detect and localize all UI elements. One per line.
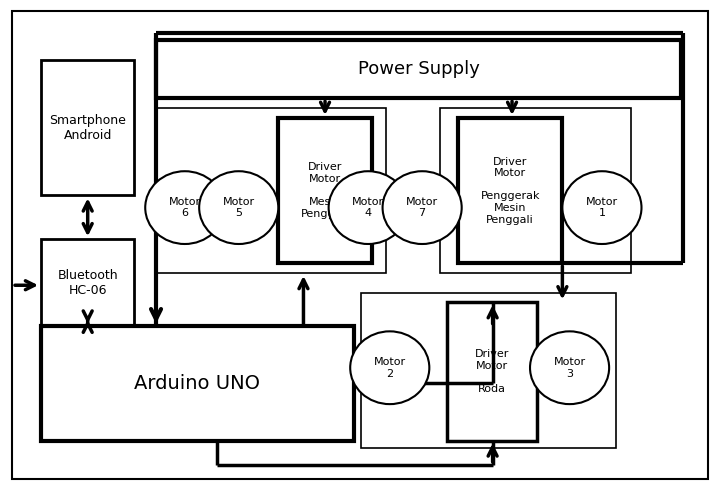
Bar [458, 118, 562, 264]
Text: Bluetooth
HC-06: Bluetooth HC-06 [57, 269, 118, 297]
Bar [448, 302, 537, 441]
Text: Motor
2: Motor 2 [374, 357, 406, 379]
Ellipse shape [199, 171, 278, 244]
Text: Motor
5: Motor 5 [222, 197, 255, 219]
Bar [278, 118, 372, 264]
Text: Driver
Motor

Mesin
Penggali: Driver Motor Mesin Penggali [301, 163, 349, 219]
Bar [156, 40, 681, 99]
Text: Motor
7: Motor 7 [406, 197, 438, 219]
Text: Motor
1: Motor 1 [586, 197, 618, 219]
Ellipse shape [329, 171, 408, 244]
Bar [440, 108, 631, 273]
Ellipse shape [145, 171, 225, 244]
Text: Arduino UNO: Arduino UNO [134, 374, 261, 393]
Ellipse shape [383, 171, 461, 244]
Bar [156, 108, 386, 273]
Text: Motor
4: Motor 4 [352, 197, 384, 219]
Bar [41, 239, 134, 326]
Bar [41, 326, 354, 441]
Bar [361, 292, 617, 448]
Text: Power Supply: Power Supply [357, 61, 479, 78]
Text: Driver
Motor

Penggerak
Mesin
Penggali: Driver Motor Penggerak Mesin Penggali [480, 157, 540, 224]
Bar [41, 60, 134, 196]
Text: Motor
6: Motor 6 [169, 197, 201, 219]
Text: Driver
Motor

Roda: Driver Motor Roda [475, 349, 510, 394]
Ellipse shape [562, 171, 641, 244]
Ellipse shape [350, 331, 430, 404]
Text: Motor
3: Motor 3 [554, 357, 586, 379]
Ellipse shape [530, 331, 609, 404]
Text: Smartphone
Android: Smartphone Android [49, 114, 126, 142]
